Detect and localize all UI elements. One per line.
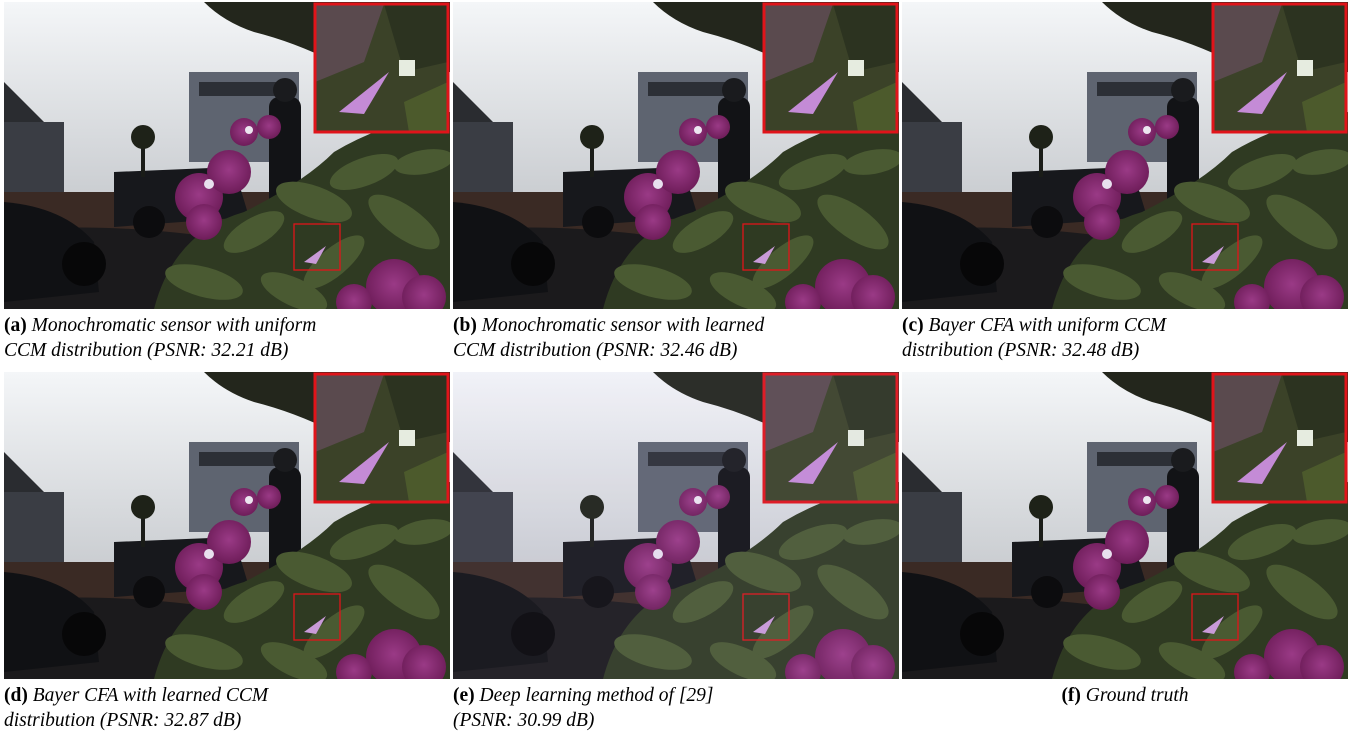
caption-label: (a) [4,315,27,336]
zoom-source-box [742,223,790,271]
caption-f: (f) Ground truth [902,683,1348,708]
caption-c: (c) Bayer CFA with uniform CCM distribut… [902,313,1348,363]
caption-text: Ground truth [1085,685,1189,706]
caption-text: Monochromatic sensor with learned [481,315,765,336]
zoom-inset [313,372,450,504]
photo-b [453,2,899,309]
zoom-inset [313,2,450,134]
zoom-inset [1211,2,1348,134]
caption-b: (b) Monochromatic sensor with learned CC… [453,313,899,363]
caption-text-line2: CCM distribution (PSNR: 32.21 dB) [4,340,289,361]
scene-image [4,2,450,309]
caption-label: (f) [1061,685,1081,706]
caption-text-line2: distribution (PSNR: 32.87 dB) [4,710,242,731]
zoom-source-box [293,593,341,641]
scene-image [902,372,1348,679]
scene-image [453,2,899,309]
zoom-source-box [1191,593,1239,641]
photo-c [902,2,1348,309]
caption-label: (c) [902,315,924,336]
caption-text-line2: distribution (PSNR: 32.48 dB) [902,340,1140,361]
caption-a: (a) Monochromatic sensor with uniform CC… [4,313,450,363]
caption-text: Bayer CFA with uniform CCM [928,315,1167,336]
zoom-inset [762,372,899,504]
caption-text: Bayer CFA with learned CCM [32,685,269,706]
caption-d: (d) Bayer CFA with learned CCM distribut… [4,683,450,733]
caption-text: Deep learning method of [29] [479,685,714,706]
caption-text: Monochromatic sensor with uniform [31,315,317,336]
zoom-source-box [1191,223,1239,271]
scene-image [902,2,1348,309]
scene-image [453,372,899,679]
zoom-inset [1211,372,1348,504]
zoom-source-box [742,593,790,641]
photo-d [4,372,450,679]
photo-a [4,2,450,309]
photo-f [902,372,1348,679]
scene-image [4,372,450,679]
caption-text-line2: (PSNR: 30.99 dB) [453,710,595,731]
caption-e: (e) Deep learning method of [29] (PSNR: … [453,683,899,733]
caption-text-line2: CCM distribution (PSNR: 32.46 dB) [453,340,738,361]
caption-label: (b) [453,315,477,336]
zoom-source-box [293,223,341,271]
caption-label: (e) [453,685,475,706]
zoom-inset [762,2,899,134]
photo-e [453,372,899,679]
caption-label: (d) [4,685,28,706]
